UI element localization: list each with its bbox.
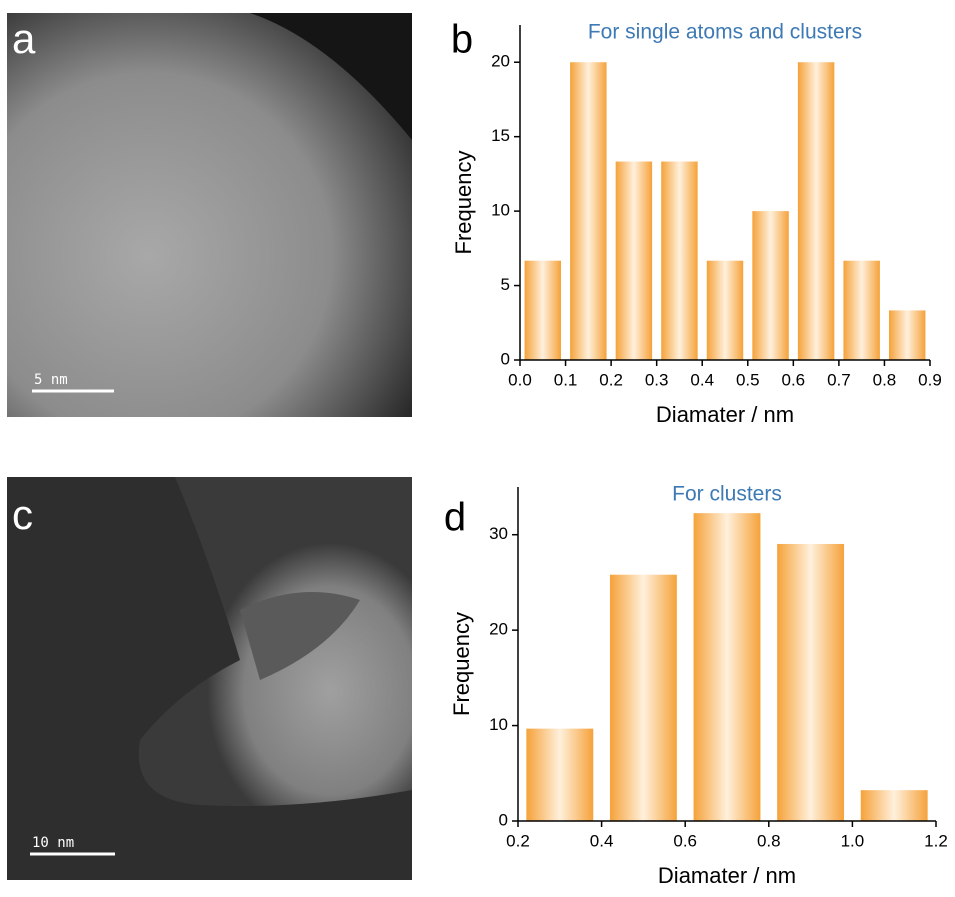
x-tick-label: 1.2 — [924, 831, 948, 850]
x-tick-label: 0.0 — [508, 370, 532, 389]
panel-label: b — [451, 18, 473, 62]
x-tick-label: 0.2 — [599, 370, 623, 389]
x-tick-label: 0.2 — [506, 831, 530, 850]
x-tick-label: 0.1 — [554, 370, 578, 389]
y-tick-label: 15 — [491, 126, 510, 145]
x-tick-label: 0.6 — [782, 370, 806, 389]
bar — [706, 260, 744, 360]
bar — [526, 728, 594, 821]
bar — [615, 161, 653, 360]
panel-label: c — [12, 491, 33, 538]
bar — [570, 62, 607, 360]
bar — [843, 260, 880, 360]
x-tick-label: 0.7 — [827, 370, 851, 389]
bar — [797, 62, 835, 360]
bar — [889, 310, 926, 360]
panel-label: d — [444, 496, 466, 540]
micrograph-a: a 5 nm — [7, 13, 412, 417]
y-tick-label: 20 — [489, 620, 508, 639]
x-tick-label: 0.9 — [918, 370, 942, 389]
y-tick-label: 0 — [499, 810, 508, 829]
x-tick-label: 1.0 — [841, 831, 865, 850]
x-tick-label: 0.4 — [590, 831, 614, 850]
bar — [524, 260, 561, 360]
chart-title: For single atoms and clusters — [588, 21, 862, 44]
bar — [609, 574, 677, 821]
x-tick-label: 0.8 — [757, 831, 781, 850]
x-tick-label: 0.8 — [873, 370, 897, 389]
bar — [777, 543, 845, 821]
bar — [860, 790, 928, 821]
y-tick-label: 10 — [491, 201, 510, 220]
y-axis-title: Frequency — [451, 151, 476, 255]
y-axis-title: Frequency — [449, 612, 474, 716]
micrograph-c: c 10 nm — [7, 477, 412, 880]
bar — [752, 211, 789, 360]
y-tick-label: 10 — [489, 715, 508, 734]
bar — [693, 513, 761, 821]
y-tick-label: 5 — [501, 275, 510, 294]
bar — [661, 161, 698, 360]
x-tick-label: 0.3 — [645, 370, 669, 389]
x-tick-label: 0.4 — [690, 370, 714, 389]
scale-bar-label: 5 nm — [34, 372, 68, 388]
chart-title: For clusters — [672, 483, 782, 506]
x-tick-label: 0.6 — [673, 831, 697, 850]
x-tick-label: 0.5 — [736, 370, 760, 389]
x-axis-title: Diamater / nm — [656, 402, 794, 427]
panel-label: a — [12, 15, 36, 62]
scale-bar-label: 10 nm — [32, 835, 74, 851]
y-tick-label: 20 — [491, 52, 510, 71]
y-tick-label: 0 — [501, 349, 510, 368]
y-tick-label: 30 — [489, 524, 508, 543]
x-axis-title: Diamater / nm — [658, 863, 796, 888]
